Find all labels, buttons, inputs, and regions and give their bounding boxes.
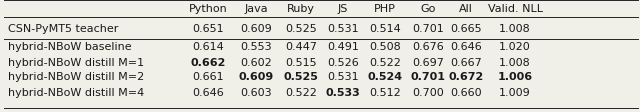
Text: 0.661: 0.661 [192, 72, 224, 82]
Text: 0.525: 0.525 [285, 24, 317, 34]
Text: 0.676: 0.676 [412, 42, 444, 52]
Text: 0.491: 0.491 [327, 42, 359, 52]
Text: 0.614: 0.614 [192, 42, 224, 52]
Text: PHP: PHP [374, 4, 396, 14]
Text: 0.646: 0.646 [450, 42, 482, 52]
Text: Python: Python [189, 4, 227, 14]
Text: All: All [459, 4, 473, 14]
Text: 0.514: 0.514 [369, 24, 401, 34]
Text: 0.609: 0.609 [240, 24, 272, 34]
Text: Go: Go [420, 4, 436, 14]
Text: 0.672: 0.672 [449, 72, 484, 82]
Text: 0.447: 0.447 [285, 42, 317, 52]
Text: hybrid-NBoW distill M=4: hybrid-NBoW distill M=4 [8, 87, 144, 97]
Text: 0.662: 0.662 [190, 57, 226, 67]
Text: hybrid-NBoW distill M=1: hybrid-NBoW distill M=1 [8, 57, 144, 67]
Text: 0.515: 0.515 [285, 57, 317, 67]
Text: 1.009: 1.009 [499, 87, 531, 97]
Text: 1.008: 1.008 [499, 24, 531, 34]
Text: 0.660: 0.660 [450, 87, 482, 97]
Text: CSN-PyMT5 teacher: CSN-PyMT5 teacher [8, 24, 118, 34]
Text: 0.524: 0.524 [367, 72, 403, 82]
Text: Ruby: Ruby [287, 4, 315, 14]
Text: Java: Java [244, 4, 268, 14]
Text: 0.553: 0.553 [240, 42, 272, 52]
Text: 0.646: 0.646 [192, 87, 224, 97]
Text: hybrid-NBoW distill M=2: hybrid-NBoW distill M=2 [8, 72, 144, 82]
Text: 0.602: 0.602 [240, 57, 272, 67]
Text: 0.531: 0.531 [327, 24, 359, 34]
Text: 0.525: 0.525 [284, 72, 319, 82]
Text: 0.531: 0.531 [327, 72, 359, 82]
Text: 0.512: 0.512 [369, 87, 401, 97]
Text: 0.700: 0.700 [412, 87, 444, 97]
Text: JS: JS [338, 4, 348, 14]
Text: 0.697: 0.697 [412, 57, 444, 67]
Text: Valid. NLL: Valid. NLL [488, 4, 543, 14]
Text: 0.701: 0.701 [412, 24, 444, 34]
Text: 0.522: 0.522 [285, 87, 317, 97]
Text: 0.667: 0.667 [450, 57, 482, 67]
Text: 0.665: 0.665 [450, 24, 482, 34]
Text: 1.020: 1.020 [499, 42, 531, 52]
Text: 0.522: 0.522 [369, 57, 401, 67]
Text: 0.603: 0.603 [240, 87, 272, 97]
Text: 1.006: 1.006 [497, 72, 532, 82]
Text: 0.609: 0.609 [238, 72, 274, 82]
Text: 1.008: 1.008 [499, 57, 531, 67]
Text: 0.651: 0.651 [192, 24, 224, 34]
Text: 0.701: 0.701 [410, 72, 445, 82]
Text: 0.533: 0.533 [326, 87, 360, 97]
Text: 0.526: 0.526 [327, 57, 359, 67]
Text: 0.508: 0.508 [369, 42, 401, 52]
Text: hybrid-NBoW baseline: hybrid-NBoW baseline [8, 42, 132, 52]
